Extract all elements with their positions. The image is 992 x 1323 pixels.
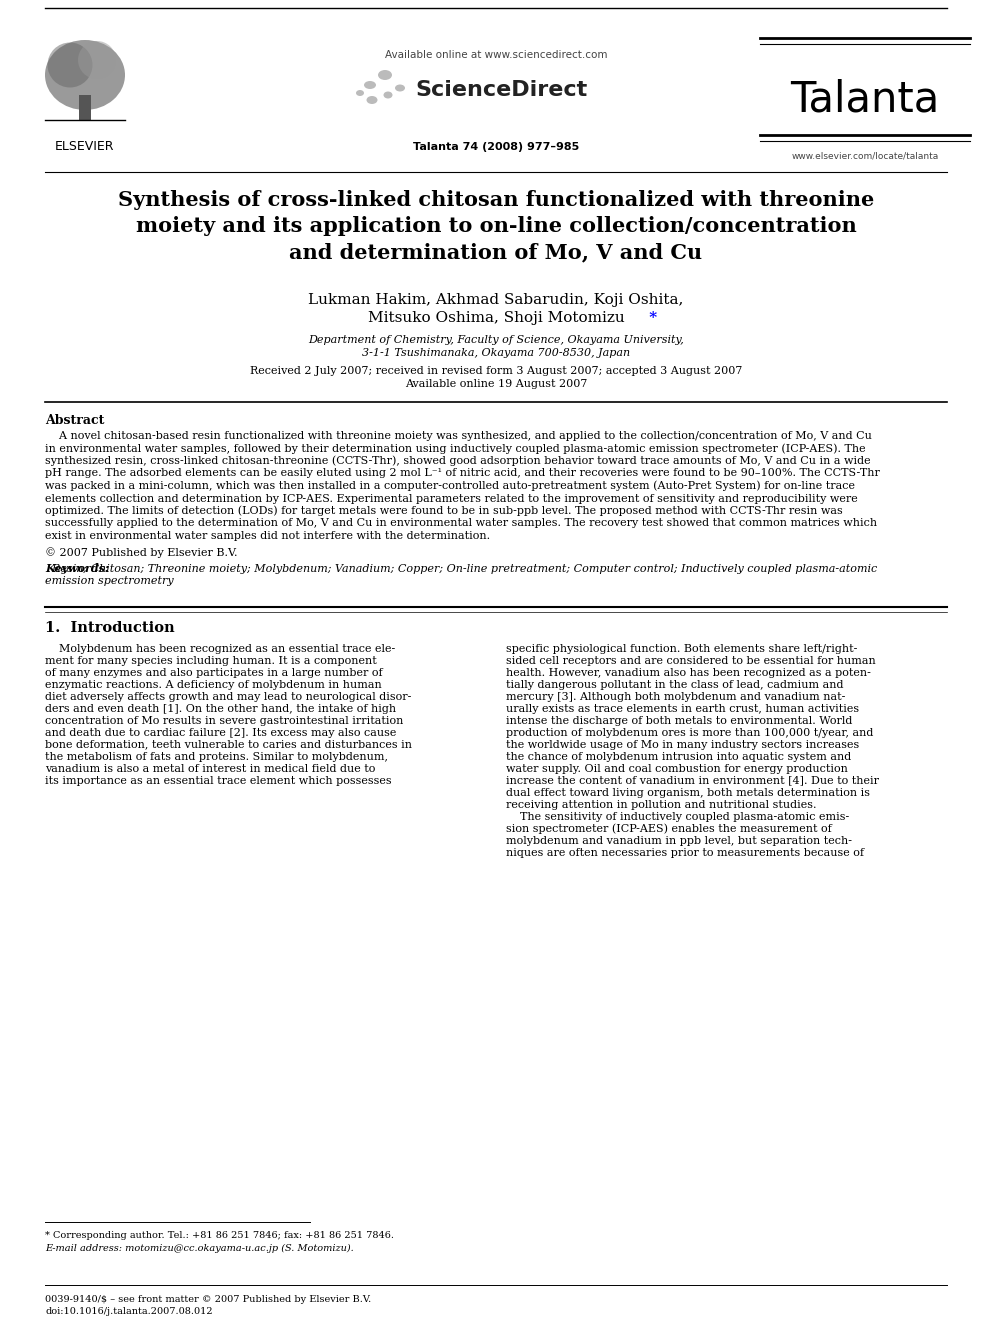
Text: the worldwide usage of Mo in many industry sectors increases: the worldwide usage of Mo in many indust… [506,740,859,750]
Text: water supply. Oil and coal combustion for energy production: water supply. Oil and coal combustion fo… [506,763,848,774]
Text: niques are often necessaries prior to measurements because of: niques are often necessaries prior to me… [506,848,864,857]
Text: www.elsevier.com/locate/talanta: www.elsevier.com/locate/talanta [792,152,938,160]
Text: Talanta 74 (2008) 977–985: Talanta 74 (2008) 977–985 [413,142,579,152]
Text: vanadium is also a metal of interest in medical field due to: vanadium is also a metal of interest in … [45,763,375,774]
Ellipse shape [395,85,405,91]
Text: Keywords:: Keywords: [45,564,109,574]
Text: Received 2 July 2007; received in revised form 3 August 2007; accepted 3 August : Received 2 July 2007; received in revise… [250,366,742,376]
Text: intense the discharge of both metals to environmental. World: intense the discharge of both metals to … [506,716,852,725]
Ellipse shape [48,42,92,87]
Text: Abstract: Abstract [45,414,104,426]
Text: successfully applied to the determination of Mo, V and Cu in environmental water: successfully applied to the determinatio… [45,519,877,528]
Ellipse shape [45,40,125,110]
Text: The sensitivity of inductively coupled plasma-atomic emis-: The sensitivity of inductively coupled p… [506,811,849,822]
Ellipse shape [366,97,378,105]
Text: was packed in a mini-column, which was then installed in a computer-controlled a: was packed in a mini-column, which was t… [45,480,855,491]
Text: Lukman Hakim, Akhmad Sabarudin, Koji Oshita,: Lukman Hakim, Akhmad Sabarudin, Koji Osh… [309,292,683,307]
Text: synthesized resin, cross-linked chitosan-threonine (CCTS-Thr), showed good adsor: synthesized resin, cross-linked chitosan… [45,455,871,466]
Text: ders and even death [1]. On the other hand, the intake of high: ders and even death [1]. On the other ha… [45,704,396,713]
Text: diet adversely affects growth and may lead to neurological disor-: diet adversely affects growth and may le… [45,692,412,701]
Text: elements collection and determination by ICP-AES. Experimental parameters relate: elements collection and determination by… [45,493,858,504]
Text: mercury [3]. Although both molybdenum and vanadium nat-: mercury [3]. Although both molybdenum an… [506,692,845,701]
Text: Synthesis of cross-linked chitosan functionalized with threonine: Synthesis of cross-linked chitosan funct… [118,191,874,210]
Text: production of molybdenum ores is more than 100,000 t/year, and: production of molybdenum ores is more th… [506,728,873,737]
Ellipse shape [78,41,116,79]
Text: * Corresponding author. Tel.: +81 86 251 7846; fax: +81 86 251 7846.: * Corresponding author. Tel.: +81 86 251… [45,1232,394,1241]
Text: emission spectrometry: emission spectrometry [45,576,174,586]
Text: the metabolism of fats and proteins. Similar to molybdenum,: the metabolism of fats and proteins. Sim… [45,751,388,762]
Text: health. However, vanadium also has been recognized as a poten-: health. However, vanadium also has been … [506,668,871,677]
Text: Molybdenum has been recognized as an essential trace ele-: Molybdenum has been recognized as an ess… [45,643,395,654]
Text: 1.  Introduction: 1. Introduction [45,622,175,635]
Text: 3-1-1 Tsushimanaka, Okayama 700-8530, Japan: 3-1-1 Tsushimanaka, Okayama 700-8530, Ja… [362,348,630,359]
Text: and determination of Mo, V and Cu: and determination of Mo, V and Cu [290,242,702,262]
Text: A novel chitosan-based resin functionalized with threonine moiety was synthesize: A novel chitosan-based resin functionali… [45,431,872,441]
Ellipse shape [356,90,364,97]
Ellipse shape [384,91,393,98]
Text: doi:10.1016/j.talanta.2007.08.012: doi:10.1016/j.talanta.2007.08.012 [45,1307,212,1315]
Text: Resin; Chitosan; Threonine moiety; Molybdenum; Vanadium; Copper; On-line pretrea: Resin; Chitosan; Threonine moiety; Molyb… [45,564,877,573]
Text: specific physiological function. Both elements share left/right-: specific physiological function. Both el… [506,643,857,654]
Text: Available online 19 August 2007: Available online 19 August 2007 [405,378,587,389]
Text: 0039-9140/$ – see front matter © 2007 Published by Elsevier B.V.: 0039-9140/$ – see front matter © 2007 Pu… [45,1294,371,1303]
Ellipse shape [378,70,392,79]
Text: and death due to cardiac failure [2]. Its excess may also cause: and death due to cardiac failure [2]. It… [45,728,397,737]
Text: exist in environmental water samples did not interfere with the determination.: exist in environmental water samples did… [45,531,490,541]
Text: increase the content of vanadium in environment [4]. Due to their: increase the content of vanadium in envi… [506,775,879,786]
Text: *: * [644,311,657,325]
Text: enzymatic reactions. A deficiency of molybdenum in human: enzymatic reactions. A deficiency of mol… [45,680,382,689]
Text: in environmental water samples, followed by their determination using inductivel: in environmental water samples, followed… [45,443,866,454]
Text: ELSEVIER: ELSEVIER [56,140,115,153]
Text: sided cell receptors and are considered to be essential for human: sided cell receptors and are considered … [506,655,876,665]
Text: receiving attention in pollution and nutritional studies.: receiving attention in pollution and nut… [506,799,816,810]
Text: its importance as an essential trace element which possesses: its importance as an essential trace ele… [45,775,392,786]
Text: molybdenum and vanadium in ppb level, but separation tech-: molybdenum and vanadium in ppb level, bu… [506,836,852,845]
Text: Mitsuko Oshima, Shoji Motomizu: Mitsuko Oshima, Shoji Motomizu [368,311,624,325]
Bar [79,95,91,120]
Text: sion spectrometer (ICP-AES) enables the measurement of: sion spectrometer (ICP-AES) enables the … [506,823,831,833]
Text: © 2007 Published by Elsevier B.V.: © 2007 Published by Elsevier B.V. [45,548,237,558]
Ellipse shape [364,81,376,89]
Text: bone deformation, teeth vulnerable to caries and disturbances in: bone deformation, teeth vulnerable to ca… [45,740,412,750]
Text: the chance of molybdenum intrusion into aquatic system and: the chance of molybdenum intrusion into … [506,751,851,762]
Text: Talanta: Talanta [791,79,939,120]
Text: dual effect toward living organism, both metals determination is: dual effect toward living organism, both… [506,787,870,798]
Text: tially dangerous pollutant in the class of lead, cadmium and: tially dangerous pollutant in the class … [506,680,843,689]
Text: Department of Chemistry, Faculty of Science, Okayama University,: Department of Chemistry, Faculty of Scie… [309,335,683,345]
Text: ScienceDirect: ScienceDirect [415,79,587,101]
Text: urally exists as trace elements in earth crust, human activities: urally exists as trace elements in earth… [506,704,859,713]
Text: optimized. The limits of detection (LODs) for target metals were found to be in : optimized. The limits of detection (LODs… [45,505,843,516]
Text: pH range. The adsorbed elements can be easily eluted using 2 mol L⁻¹ of nitric a: pH range. The adsorbed elements can be e… [45,468,880,479]
Text: Available online at www.sciencedirect.com: Available online at www.sciencedirect.co… [385,50,607,60]
Text: of many enzymes and also participates in a large number of: of many enzymes and also participates in… [45,668,383,677]
Text: E-mail address: motomizu@cc.okayama-u.ac.jp (S. Motomizu).: E-mail address: motomizu@cc.okayama-u.ac… [45,1244,354,1253]
Text: moiety and its application to on-line collection/concentration: moiety and its application to on-line co… [136,216,856,235]
Text: concentration of Mo results in severe gastrointestinal irritation: concentration of Mo results in severe ga… [45,716,404,725]
Text: ment for many species including human. It is a component: ment for many species including human. I… [45,655,377,665]
